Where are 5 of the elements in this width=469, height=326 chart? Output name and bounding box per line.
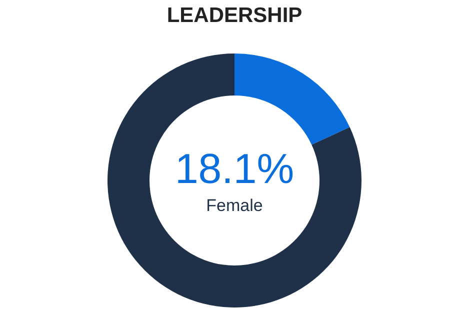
slice-label: Female [206,196,263,215]
chart-title: LEADERSHIP [166,4,302,27]
donut-slice [234,54,350,145]
data-label: 18.1% [174,145,294,192]
donut-slice [108,54,362,308]
